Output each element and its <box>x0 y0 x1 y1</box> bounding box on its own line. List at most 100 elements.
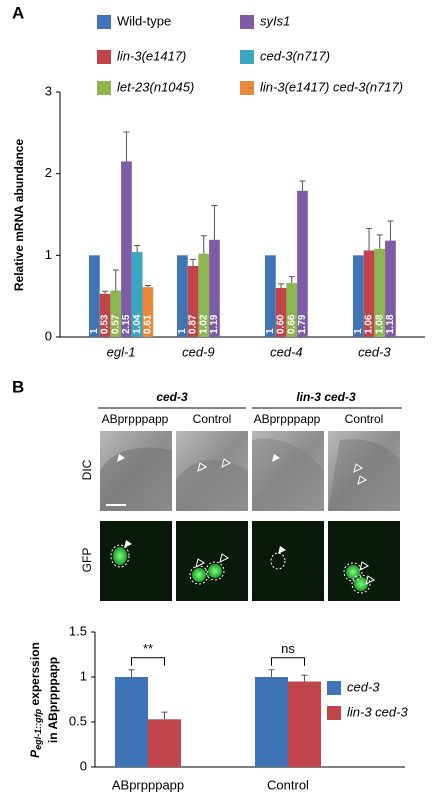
bar <box>148 719 181 767</box>
bar <box>209 239 220 337</box>
y-tick-label: 0.5 <box>69 713 87 728</box>
error-bar <box>278 283 285 288</box>
value-label: 0.57 <box>110 314 121 334</box>
bar <box>131 252 143 337</box>
panel-label: A <box>12 3 24 22</box>
legend-label: Wild-type <box>117 13 171 28</box>
significance-bracket <box>271 657 305 666</box>
value-label: 0.53 <box>100 314 111 334</box>
y-axis-label: Relative mRNA abundance <box>12 139 26 292</box>
value-label: 1.06 <box>364 314 375 334</box>
bar <box>286 283 298 337</box>
bar <box>265 255 276 337</box>
error-bar <box>161 711 168 720</box>
value-label: 0.87 <box>188 314 199 334</box>
value-label: 0.60 <box>276 314 287 334</box>
error-bar <box>102 290 109 294</box>
error-bar <box>144 285 151 288</box>
bar <box>115 677 148 767</box>
y-tick-label: 1 <box>80 668 87 683</box>
column-label: Control <box>193 412 232 426</box>
bar <box>187 265 199 337</box>
column-label: ABprpppapp <box>254 412 321 426</box>
legend-label: lin-3 ced-3 <box>347 704 408 719</box>
bar <box>89 255 100 337</box>
x-tick-label: ced-9 <box>182 344 215 359</box>
y-label-sub: egl-1::gfp <box>33 708 43 749</box>
x-tick-label: Control <box>267 777 309 792</box>
value-label: 0.66 <box>286 314 297 334</box>
legend-label: ced-3(n717) <box>260 48 330 63</box>
group-label: ced-3 <box>156 390 188 404</box>
legend-swatch <box>327 706 341 720</box>
legend-label: lin-3(e1417) <box>117 48 186 63</box>
column-label: ABprpppapp <box>102 412 169 426</box>
significance-bracket <box>131 657 165 666</box>
y-tick-label: 3 <box>45 83 52 98</box>
error-bar <box>387 220 394 241</box>
error-bar <box>200 235 207 254</box>
error-bar <box>268 669 275 677</box>
bar <box>374 248 386 337</box>
error-bar <box>376 234 383 249</box>
x-tick-label: ABprpppapp <box>112 777 184 792</box>
legend-swatch <box>97 50 111 64</box>
value-label: 1.18 <box>385 314 396 334</box>
error-bar <box>288 276 295 284</box>
row-label: DIC <box>80 459 94 480</box>
panel-label: B <box>12 377 24 396</box>
image-grid: ced-3 lin-3 ced-3 ABprpppapp Control ABp… <box>80 390 402 601</box>
legend-swatch <box>327 681 341 695</box>
y-tick-label: 0 <box>80 758 87 773</box>
legend-swatch <box>97 81 111 95</box>
x-tick-label: ced-3 <box>358 344 391 359</box>
group-label: lin-3 ced-3 <box>296 390 356 404</box>
legend-label: ced-3 <box>347 679 380 694</box>
bar <box>177 255 188 337</box>
value-label: 1.79 <box>297 314 308 334</box>
error-bar <box>366 227 373 251</box>
significance-label: ns <box>281 641 295 656</box>
legend-swatch <box>240 50 254 64</box>
error-bar <box>301 674 308 682</box>
error-bar <box>128 669 135 677</box>
value-label: 1.08 <box>374 314 385 334</box>
value-label: 1.19 <box>209 314 220 334</box>
y-label-part: P <box>28 749 42 758</box>
y-tick-label: 0 <box>45 328 52 343</box>
value-label: 1.02 <box>198 314 209 334</box>
bar <box>288 681 321 767</box>
x-tick-label: egl-1 <box>107 344 136 359</box>
gfp-images <box>100 521 400 601</box>
x-tick-label: ced-4 <box>270 344 303 359</box>
value-label: 2.15 <box>121 314 132 334</box>
bar <box>110 290 122 337</box>
error-bar <box>190 258 197 266</box>
legend-label: syIs1 <box>260 13 290 28</box>
bar <box>99 293 111 337</box>
y-label-part: experssion <box>28 642 42 709</box>
error-bar <box>134 245 141 253</box>
legend-label: lin-3(e1417) ced-3(n717) <box>260 79 403 94</box>
error-bar <box>112 269 119 291</box>
value-label: 1 <box>265 328 276 334</box>
y-tick-label: 1 <box>45 247 52 262</box>
y-axis-label: in ABprpppapp <box>46 657 60 743</box>
bar <box>363 250 375 337</box>
error-bar <box>211 205 218 240</box>
bar <box>142 287 154 337</box>
column-label: Control <box>345 412 384 426</box>
bar <box>297 190 308 337</box>
significance-label: ** <box>143 641 153 656</box>
value-label: 1.04 <box>132 314 143 334</box>
legend-swatch <box>240 15 254 29</box>
y-tick-label: 2 <box>45 165 52 180</box>
dic-images <box>100 431 400 511</box>
value-label: 1 <box>89 328 100 334</box>
value-label: 1 <box>177 328 188 334</box>
bar <box>255 677 288 767</box>
y-tick-label: 1.5 <box>69 623 87 638</box>
y-axis-label: Pegl-1::gfp experssion <box>28 642 43 758</box>
legend-label: let-23(n1045) <box>117 79 194 94</box>
